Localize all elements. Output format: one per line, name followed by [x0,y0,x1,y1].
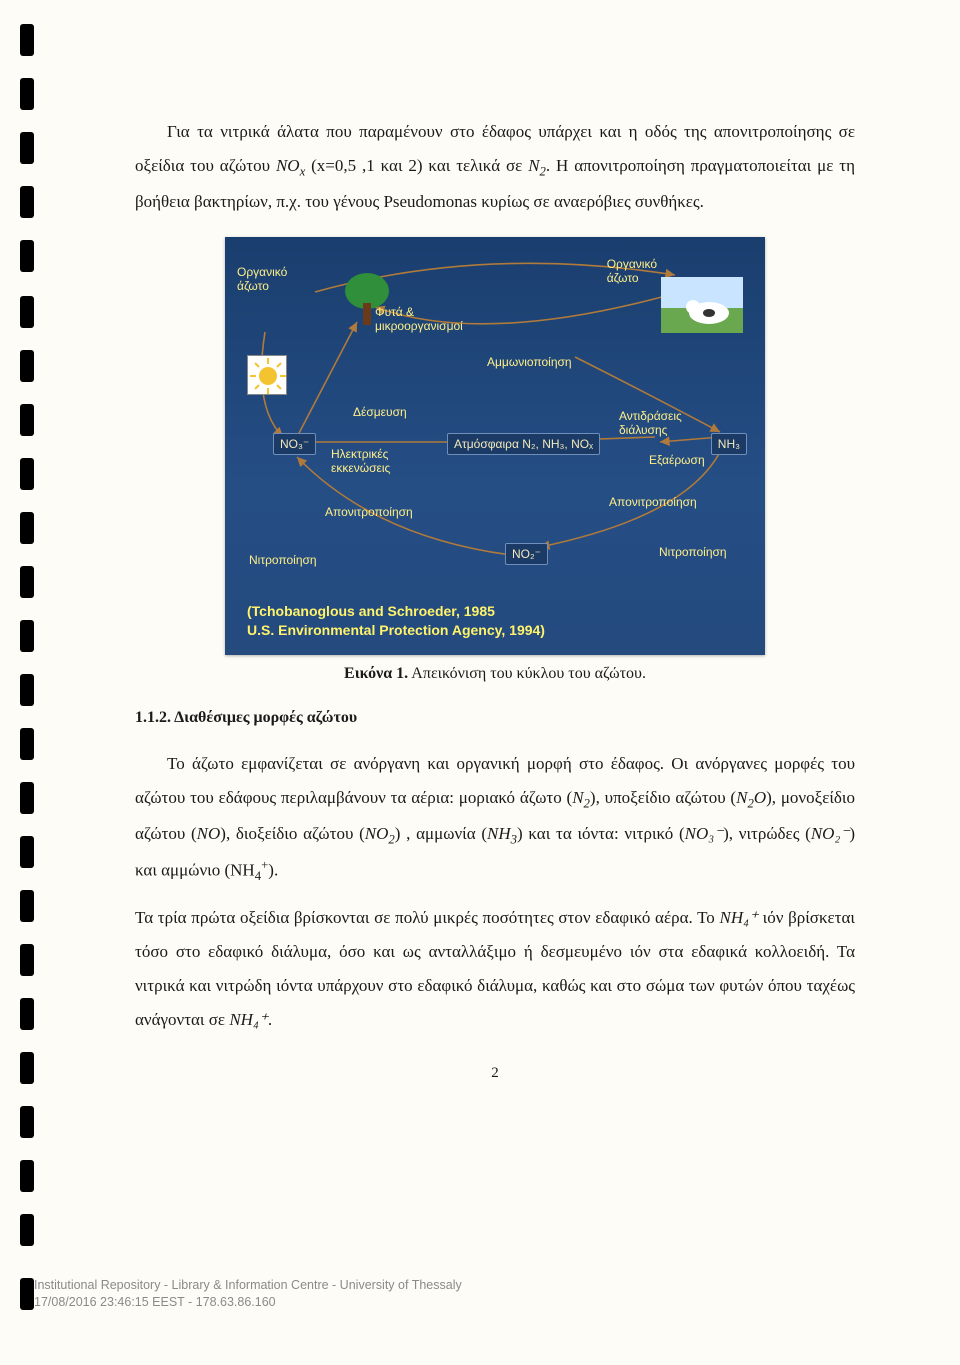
binder-hole [20,620,34,652]
p2nh3: NH [487,824,511,843]
p2no: NO [197,824,221,843]
p2-n2o: N2O [736,788,766,807]
label-organic-left: Οργανικόάζωτο [237,265,287,294]
p3c: . [268,1010,272,1029]
binder-hole [20,674,34,706]
nox-base: NO [276,156,300,175]
binder-hole [20,296,34,328]
citation-l2: U.S. Environmental Protection Agency, 19… [247,621,545,641]
node-no3: NO₃⁻ [273,433,316,455]
figure-wrap: Οργανικόάζωτο Οργανικόάζωτο Φυτά &μικροο… [225,237,765,683]
binder-hole [20,836,34,868]
binder-hole [20,998,34,1030]
label-nitrif-r: Νιτροποίηση [659,545,727,559]
binder-hole [20,132,34,164]
label-denitrif-r: Απονιτροποίηση [609,495,697,509]
binder-hole [20,186,34,218]
p2n2o: N [736,788,747,807]
binder-hole [20,78,34,110]
label-antid: Αντιδράσειςδιάλυσης [619,409,682,438]
paragraph-1: Για τα νιτρικά άλατα που παραμένουν στο … [135,115,855,219]
label-binding: Δέσμευση [353,405,407,419]
p2n2: N [572,788,583,807]
para1-n2: N2 [528,156,546,175]
binder-holes [20,0,40,1365]
sun-icon [247,355,287,395]
binder-hole [20,944,34,976]
binder-hole [20,890,34,922]
p2no3i: NO₃⁻ [685,824,724,843]
node-nh3: NH₃ [711,433,747,455]
p2-no2: NO2 [365,824,395,843]
paragraph-3: Τα τρία πρώτα οξείδια βρίσκονται σε πολύ… [135,901,855,1037]
p2e: ) , αμμωνία ( [395,824,487,843]
figure-caption: Εικόνα 1. Απεικόνιση του κύκλου του αζώτ… [225,665,765,683]
cow-photo [661,277,743,333]
binder-hole [20,512,34,544]
p2f: ) και τα ιόντα: νιτρικό ( [517,824,685,843]
binder-hole [20,458,34,490]
section-heading: 1.1.2. Διαθέσιμες μορφές αζώτου [135,709,855,727]
node-atmos: Ατμόσφαιρα N₂, NH₃, NOₓ [447,433,600,455]
p2n2oo: O [754,788,766,807]
footer-line-1: Institutional Repository - Library & Inf… [34,1277,462,1294]
p2i: ). [268,860,278,879]
binder-hole [20,566,34,598]
page-content: Για τα νιτρικά άλατα που παραμένουν στο … [0,0,960,1122]
binder-hole [20,24,34,56]
p2no2i: NO₂⁻ [811,824,850,843]
binder-hole [20,1278,34,1310]
caption-bold: Εικόνα 1. [344,665,408,682]
para1-text-b: (x=0,5 ,1 και 2) και τελικά σε [305,156,528,175]
p2d: ), διοξείδιο αζώτου ( [220,824,364,843]
label-nitrif-l: Νιτροποίηση [249,553,317,567]
label-evap: Εξαέρωση [649,453,705,467]
citation-l1: (Tchobanoglous and Schroeder, 1985 [247,602,545,622]
label-organic-right: Οργανικόάζωτο [607,257,657,286]
binder-hole [20,240,34,272]
binder-hole [20,728,34,760]
p3nh42: NH₄⁺ [229,1010,268,1029]
p2no2: NO [365,824,389,843]
page-number: 2 [135,1065,855,1082]
binder-hole [20,1052,34,1084]
p3a: Τα τρία πρώτα οξείδια βρίσκονται σε πολύ… [135,908,719,927]
binder-hole [20,350,34,382]
p2b: ), υποξείδιο αζώτου ( [590,788,736,807]
figure-citation: (Tchobanoglous and Schroeder, 1985 U.S. … [247,602,545,641]
p2-n2: N2 [572,788,590,807]
binder-hole [20,1214,34,1246]
n2-base: N [528,156,539,175]
para1-nox: NOx [276,156,305,175]
repository-footer: Institutional Repository - Library & Inf… [34,1277,462,1311]
footer-line-2: 17/08/2016 23:46:15 EEST - 178.63.86.160 [34,1294,462,1311]
binder-hole [20,1160,34,1192]
caption-rest: Απεικόνιση του κύκλου του αζώτου. [408,665,646,682]
paragraph-2: Το άζωτο εμφανίζεται σε ανόργανη και οργ… [135,747,855,889]
p3nh4: NH₄⁺ [719,908,758,927]
binder-hole [20,404,34,436]
label-plants: Φυτά &μικροοργανισμοί [375,305,463,334]
label-ammon: Αμμωνιοποίηση [487,355,572,369]
p2g: ), νιτρώδες ( [723,824,811,843]
binder-hole [20,782,34,814]
label-electric: Ηλεκτρικέςεκκενώσεις [331,447,390,476]
p2-nh3: NH3 [487,824,517,843]
label-denitrif-l: Απονιτροποίηση [325,505,413,519]
nitrogen-cycle-figure: Οργανικόάζωτο Οργανικόάζωτο Φυτά &μικροο… [225,237,765,655]
node-no2: NO₂⁻ [505,543,548,565]
binder-hole [20,1106,34,1138]
